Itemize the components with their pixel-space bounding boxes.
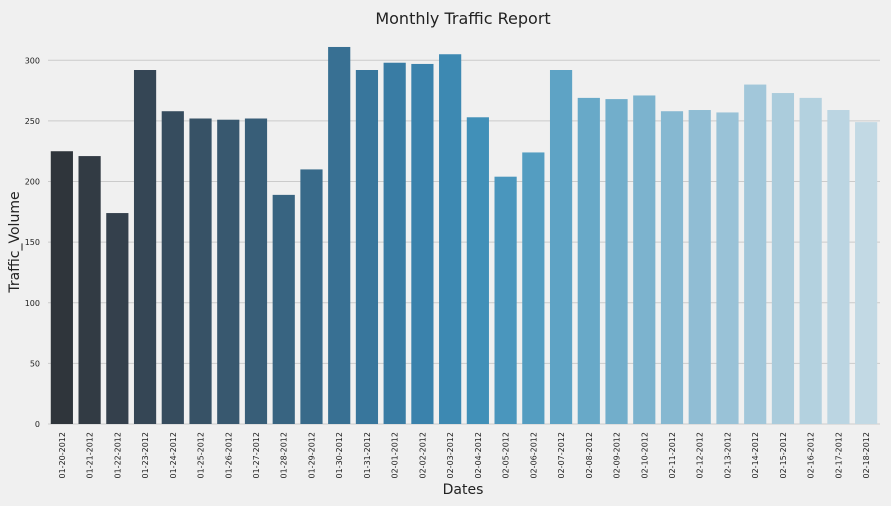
bar — [217, 119, 240, 425]
bar — [78, 156, 101, 424]
x-tick-label: 01-21-2012 — [86, 432, 95, 479]
x-tick-label: 01-24-2012 — [169, 432, 178, 479]
bars — [50, 46, 878, 425]
x-tick-label: 02-12-2012 — [696, 432, 705, 479]
y-tick-label: 250 — [25, 117, 40, 126]
bar — [189, 118, 212, 424]
bar — [383, 62, 406, 425]
bar — [771, 93, 795, 424]
y-tick-label: 200 — [25, 178, 40, 187]
x-tick-label: 02-18-2012 — [862, 432, 871, 479]
y-tick-label: 100 — [25, 299, 40, 308]
bar — [328, 46, 351, 424]
x-tick-label: 01-26-2012 — [224, 432, 233, 479]
x-tick-label: 02-07-2012 — [557, 432, 566, 479]
y-axis-title: Traffic_Volume — [7, 191, 23, 293]
x-tick-label: 01-25-2012 — [197, 432, 206, 479]
bar — [355, 70, 379, 424]
x-tick-label: 02-15-2012 — [779, 432, 788, 479]
bar — [106, 213, 129, 424]
y-tick-label: 150 — [25, 238, 40, 247]
bar — [549, 70, 573, 424]
bar — [411, 63, 434, 425]
y-tick-label: 300 — [25, 56, 40, 65]
x-tick-label: 01-23-2012 — [141, 432, 150, 479]
x-tick-labels: 01-20-2012 01-21-2012 01-22-2012 01-23-2012… — [58, 432, 871, 479]
bar — [272, 194, 295, 424]
y-tick-labels: 0 50 100 150 200 250 300 — [25, 56, 40, 429]
bar — [439, 54, 462, 424]
gridlines — [48, 59, 880, 425]
x-tick-label: 02-08-2012 — [585, 432, 594, 479]
bar — [300, 169, 323, 424]
bar — [50, 151, 73, 424]
x-tick-label: 01-31-2012 — [363, 432, 372, 479]
bar — [660, 111, 684, 425]
x-tick-label: 02-11-2012 — [668, 432, 677, 479]
x-tick-label: 02-05-2012 — [502, 432, 511, 479]
x-tick-label: 01-22-2012 — [113, 432, 122, 479]
bar — [827, 110, 850, 425]
x-tick-label: 01-30-2012 — [335, 432, 344, 479]
bar — [688, 110, 711, 425]
x-tick-label: 01-20-2012 — [58, 432, 67, 479]
bar — [522, 152, 545, 425]
x-tick-label: 02-14-2012 — [751, 432, 760, 479]
bar — [494, 176, 517, 424]
bar — [244, 118, 268, 424]
bar — [855, 122, 878, 425]
bar — [133, 70, 157, 424]
bar — [799, 97, 822, 425]
x-axis-title: Dates — [443, 482, 484, 498]
x-tick-label: 02-09-2012 — [613, 432, 622, 479]
x-tick-label: 02-06-2012 — [529, 432, 538, 479]
bar — [716, 112, 739, 424]
y-tick-label: 50 — [30, 359, 40, 368]
x-tick-label: 02-16-2012 — [807, 432, 816, 479]
bar — [466, 117, 489, 424]
y-tick-label: 0 — [35, 420, 40, 429]
bar — [577, 97, 600, 425]
chart-title: Monthly Traffic Report — [375, 9, 550, 28]
x-tick-label: 02-03-2012 — [446, 432, 455, 479]
x-tick-label: 02-01-2012 — [391, 432, 400, 479]
x-tick-label: 02-04-2012 — [474, 432, 483, 479]
x-tick-label: 02-13-2012 — [723, 432, 732, 479]
x-tick-label: 01-27-2012 — [252, 432, 261, 479]
x-tick-label: 01-29-2012 — [307, 432, 316, 479]
bar — [633, 95, 656, 425]
x-tick-label: 01-28-2012 — [280, 432, 289, 479]
bar — [744, 84, 767, 425]
x-tick-label: 02-02-2012 — [418, 432, 427, 479]
x-tick-label: 02-10-2012 — [640, 432, 649, 479]
bar — [605, 99, 628, 425]
x-tick-label: 02-17-2012 — [834, 432, 843, 479]
bar — [161, 111, 184, 425]
